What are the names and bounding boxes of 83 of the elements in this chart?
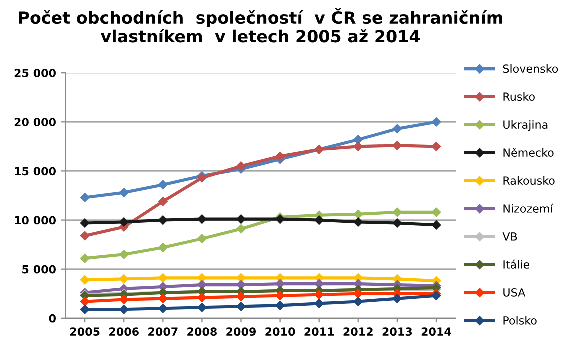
point — [198, 234, 207, 244]
legend-label: Polsko — [504, 316, 537, 325]
chart-title: Počet obchodních společností v ČR se zahraničním vlastníkem v letech 2005 až 2014 — [19, 8, 502, 43]
point — [354, 289, 364, 299]
point — [198, 214, 207, 224]
point — [119, 188, 129, 198]
x-tick-label: 2007 — [148, 328, 178, 336]
point — [314, 290, 324, 300]
point — [198, 293, 207, 302]
point — [198, 274, 207, 283]
x-tick-label: 2013 — [382, 328, 412, 336]
point — [198, 280, 207, 290]
y-tick-label: 20 000 — [14, 118, 56, 127]
point — [236, 214, 246, 224]
point — [80, 297, 90, 306]
point — [276, 214, 285, 224]
legend-label: Slovensko — [503, 64, 558, 74]
point — [392, 218, 402, 228]
point — [432, 220, 442, 230]
legend-label: Itálie — [504, 260, 530, 269]
point — [80, 218, 90, 228]
legend-label: USA — [504, 288, 526, 297]
point — [354, 142, 364, 152]
point — [80, 231, 90, 241]
x-tick-label: 2010 — [266, 328, 296, 336]
point — [392, 141, 402, 150]
y-tick-label: 10 000 — [15, 216, 56, 225]
legend-label: Nizozemí — [504, 204, 554, 213]
point — [236, 292, 246, 302]
point — [158, 180, 168, 190]
point — [119, 295, 129, 304]
x-tick-label: 2006 — [110, 328, 139, 336]
point — [354, 210, 364, 220]
point — [432, 142, 442, 152]
point — [158, 274, 168, 283]
point — [276, 301, 285, 310]
point — [314, 299, 324, 308]
point — [119, 304, 129, 314]
point — [119, 250, 129, 260]
point — [354, 218, 364, 227]
point — [119, 274, 129, 284]
point — [432, 208, 442, 218]
legend-label: Rusko — [504, 92, 535, 102]
point — [236, 224, 246, 234]
point — [392, 294, 402, 304]
legend-label: Ukrajina — [504, 120, 548, 132]
point — [158, 197, 168, 206]
point — [80, 193, 90, 202]
point — [80, 304, 90, 314]
point — [276, 152, 285, 162]
y-tick-label: 0 — [49, 314, 56, 323]
x-tick-label: 2009 — [226, 328, 256, 336]
x-tick-label: 2014 — [422, 328, 452, 336]
point — [314, 216, 324, 225]
point — [236, 280, 246, 290]
x-tick-label: 2011 — [304, 328, 334, 336]
x-tick-label: 2005 — [70, 328, 100, 336]
point — [236, 302, 246, 312]
point — [354, 135, 364, 144]
y-tick-label: 5 000 — [22, 265, 56, 274]
point — [158, 243, 168, 252]
point — [392, 124, 402, 134]
point — [432, 118, 442, 127]
point — [158, 216, 168, 225]
legend-label: VB — [502, 232, 518, 241]
point — [158, 294, 168, 304]
point — [80, 254, 90, 264]
y-tick-label: 25 000 — [14, 69, 56, 78]
x-tick-label: 2012 — [344, 328, 373, 336]
point — [80, 276, 90, 285]
y-tick-label: 15 000 — [15, 167, 56, 176]
point — [276, 279, 285, 289]
point — [314, 279, 324, 289]
point — [119, 218, 129, 227]
point — [354, 297, 364, 306]
point — [392, 208, 402, 218]
legend-label: Rakousko — [504, 176, 555, 185]
point — [158, 304, 168, 314]
point — [236, 162, 246, 171]
x-tick-label: 2008 — [188, 328, 217, 336]
point — [276, 291, 285, 300]
legend-label: Německo — [504, 148, 554, 158]
point — [198, 303, 207, 312]
